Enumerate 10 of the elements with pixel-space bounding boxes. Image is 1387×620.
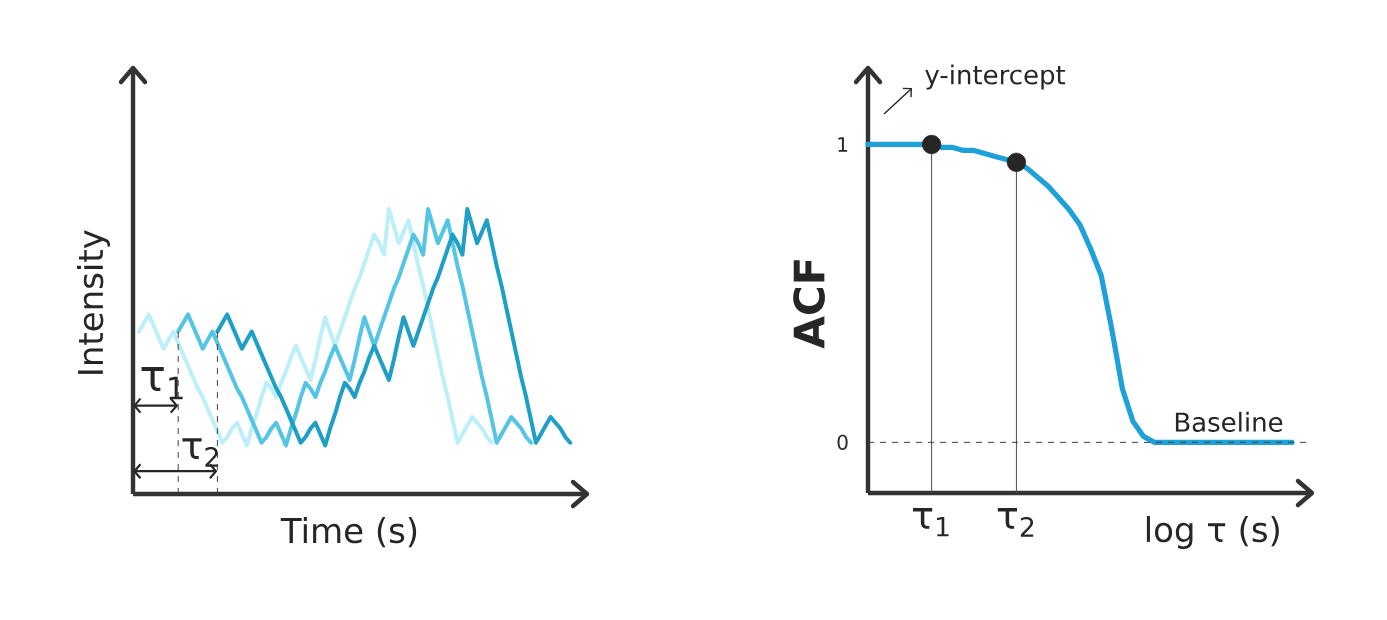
annotation: τ$_{1}$ bbox=[141, 367, 183, 400]
annotation: y-intercept bbox=[925, 64, 1066, 90]
y-tick-label: 0 bbox=[837, 434, 848, 450]
y-tick-label: 1 bbox=[838, 137, 848, 152]
x-axis-title: log τ (s) bbox=[1146, 516, 1279, 549]
y-axis-title: ACF bbox=[793, 260, 825, 349]
x-axis-title: Time (s) bbox=[280, 517, 417, 548]
annotation: τ$_{2}$ bbox=[182, 438, 218, 467]
y-axis-title: Intensity bbox=[77, 230, 110, 374]
annotation: Baseline bbox=[1175, 411, 1283, 432]
